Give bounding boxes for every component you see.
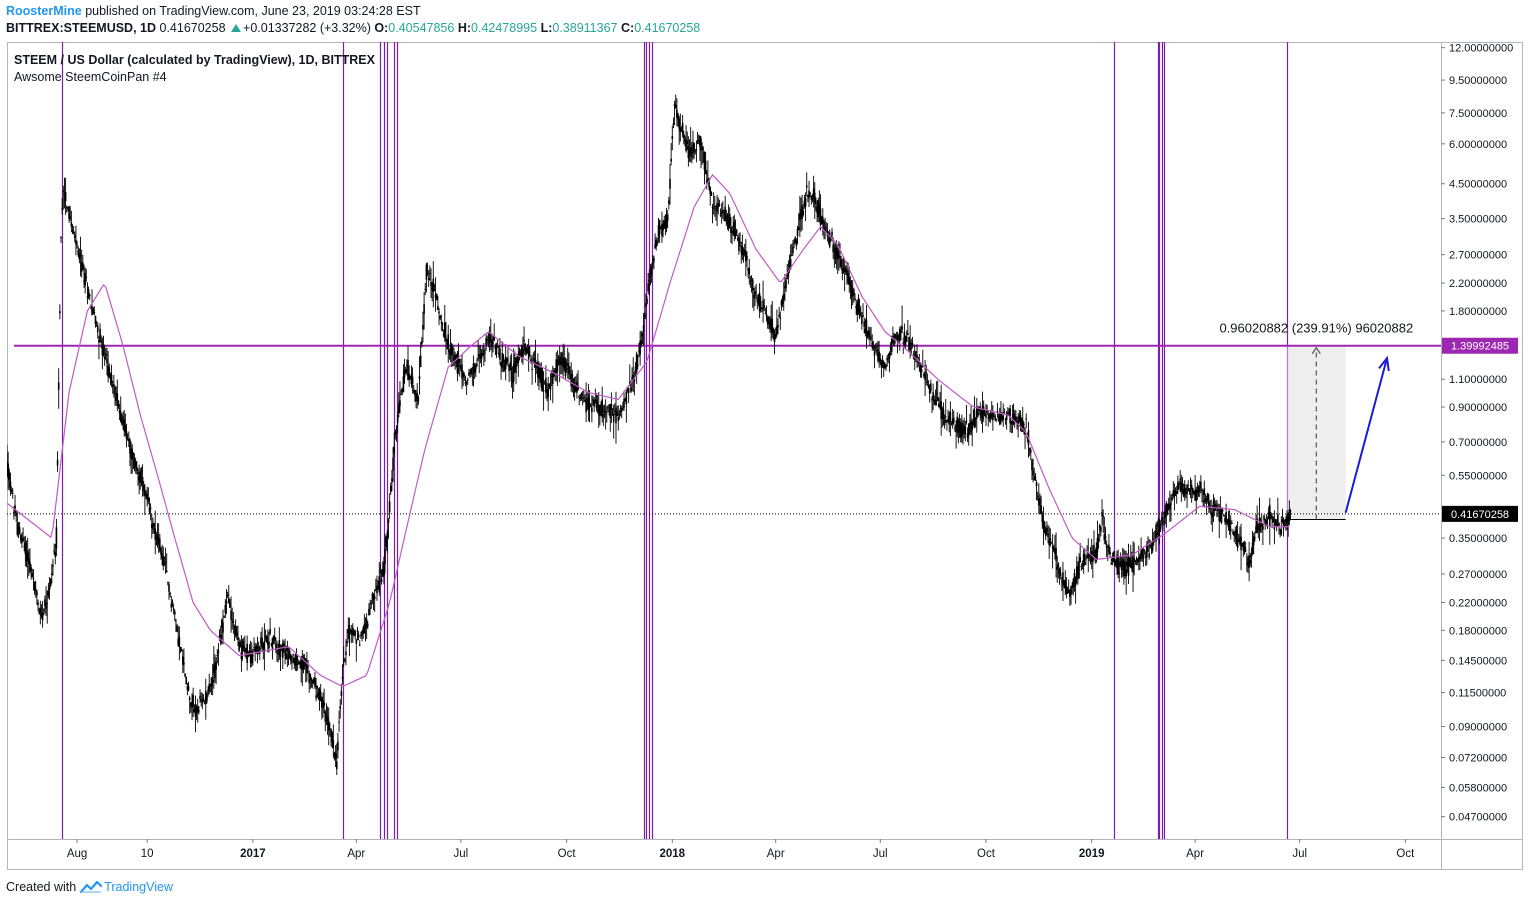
moving-average [7, 173, 1290, 688]
price-tick-label: 7.50000000 [1449, 108, 1507, 120]
low-value: 0.38911367 [552, 21, 618, 35]
time-axis: Aug 10 2017 Apr Jul Oct 2018 Apr Jul Oct 2019 Apr Ju… [67, 839, 1415, 860]
price-tick-label: 0.18000000 [1449, 625, 1507, 637]
time-tick-label: Jul [1292, 848, 1307, 860]
close-label: C: [620, 21, 635, 35]
high-value: 0.42478995 [471, 21, 538, 35]
author-link[interactable]: RoosterMine [6, 4, 82, 18]
last-price: 0.41670258 [159, 21, 226, 35]
horizontal-level: 1.39992485 [14, 337, 1518, 354]
price-tick-label: 2.70000000 [1449, 250, 1507, 262]
open-value: 0.40547856 [388, 21, 455, 35]
price-chart[interactable]: 0.96020882 (239.91%) 96020882 1.39992485… [7, 42, 1523, 870]
measure-tool: 0.96020882 (239.91%) 96020882 [1219, 321, 1413, 521]
candle-wicks [7, 94, 1291, 775]
publish-text: published on TradingView.com, June 23, 2… [85, 4, 421, 18]
time-tick-label: Oct [977, 848, 996, 860]
time-tick-label: Oct [1396, 848, 1415, 860]
projection-arrow-line [1344, 357, 1388, 514]
price-tick-label: 4.50000000 [1449, 179, 1507, 191]
high-label: H: [457, 21, 472, 35]
time-tick-label: Oct [558, 848, 577, 860]
publish-info: RoosterMine published on TradingView.com… [6, 4, 421, 18]
horizontal-line-price-label: 1.39992485 [1451, 341, 1509, 353]
up-arrow-icon [231, 24, 242, 32]
measure-label: 0.96020882 (239.91%) 96020882 [1219, 321, 1413, 336]
chart-title: STEEM / US Dollar (calculated by Trading… [14, 53, 376, 67]
time-tick-label: Aug [67, 848, 87, 860]
price-tick-label: 12.00000000 [1449, 43, 1513, 55]
time-tick-label: Apr [1186, 848, 1204, 860]
price-tick-label: 1.80000000 [1449, 306, 1507, 318]
close-value: 0.41670258 [634, 21, 701, 35]
price-tick-label: 0.14500000 [1449, 655, 1507, 667]
time-tick-label: 2019 [1079, 848, 1105, 860]
symbol-name[interactable]: BITTREX:STEEMUSD, 1D [6, 21, 157, 35]
chart-subtitle: Awsome SteemCoinPan #4 [14, 70, 167, 84]
tradingview-brand[interactable]: TradingView [104, 880, 173, 894]
price-change: +0.01337282 (+3.32%) [243, 21, 371, 35]
candle-bodies [7, 104, 1292, 770]
price-tick-label: 2.20000000 [1449, 278, 1507, 290]
low-label: L: [540, 21, 553, 35]
created-with-text: Created with [6, 880, 77, 894]
horizontal-line-price-tag [1442, 337, 1518, 354]
moving-average-line [7, 173, 1290, 688]
time-tick-label: Apr [347, 848, 365, 860]
price-tick-label: 0.09000000 [1449, 721, 1507, 733]
price-axis: 12.00000000 9.50000000 7.50000000 6.0000000… [1441, 43, 1513, 824]
candles [7, 94, 1292, 775]
price-tick-label: 0.22000000 [1449, 597, 1507, 609]
price-tick-label: 0.04700000 [1449, 812, 1507, 824]
price-tick-label: 0.05800000 [1449, 782, 1507, 794]
chart-border [7, 42, 1523, 870]
price-tick-label: 9.50000000 [1449, 75, 1507, 87]
price-tick-label: 0.35000000 [1449, 533, 1507, 545]
current-price-line: 0.41670258 [7, 505, 1518, 522]
price-tick-label: 0.27000000 [1449, 569, 1507, 581]
price-tick-label: 0.90000000 [1449, 402, 1507, 414]
tradingview-logo-icon[interactable] [80, 880, 103, 894]
price-tick-label: 0.55000000 [1449, 470, 1507, 482]
open-label: O: [374, 21, 389, 35]
time-tick-label: 2018 [659, 848, 685, 860]
projection-arrow [1344, 355, 1390, 514]
time-tick-label: Jul [454, 848, 469, 860]
current-price-tag [1442, 505, 1518, 522]
price-tick-label: 0.11500000 [1449, 687, 1506, 699]
price-tick-label: 1.10000000 [1449, 374, 1507, 386]
time-tick-label: Jul [873, 848, 888, 860]
time-tick-label: 2017 [240, 848, 266, 860]
symbol-legend: BITTREX:STEEMUSD, 1D 0.41670258 +0.01337… [6, 21, 700, 35]
price-tick-label: 0.70000000 [1449, 437, 1507, 449]
time-tick-label: 10 [141, 848, 154, 860]
price-tick-label: 6.00000000 [1449, 139, 1507, 151]
price-tick-label: 0.07200000 [1449, 752, 1507, 764]
projection-arrowhead [1378, 355, 1390, 372]
current-price-label: 0.41670258 [1451, 509, 1509, 521]
footer: Created with TradingView [6, 880, 173, 894]
price-tick-label: 3.50000000 [1449, 214, 1507, 226]
measure-arrowhead [1311, 346, 1321, 355]
time-tick-label: Apr [767, 848, 785, 860]
vertical-lines [61, 42, 1289, 839]
